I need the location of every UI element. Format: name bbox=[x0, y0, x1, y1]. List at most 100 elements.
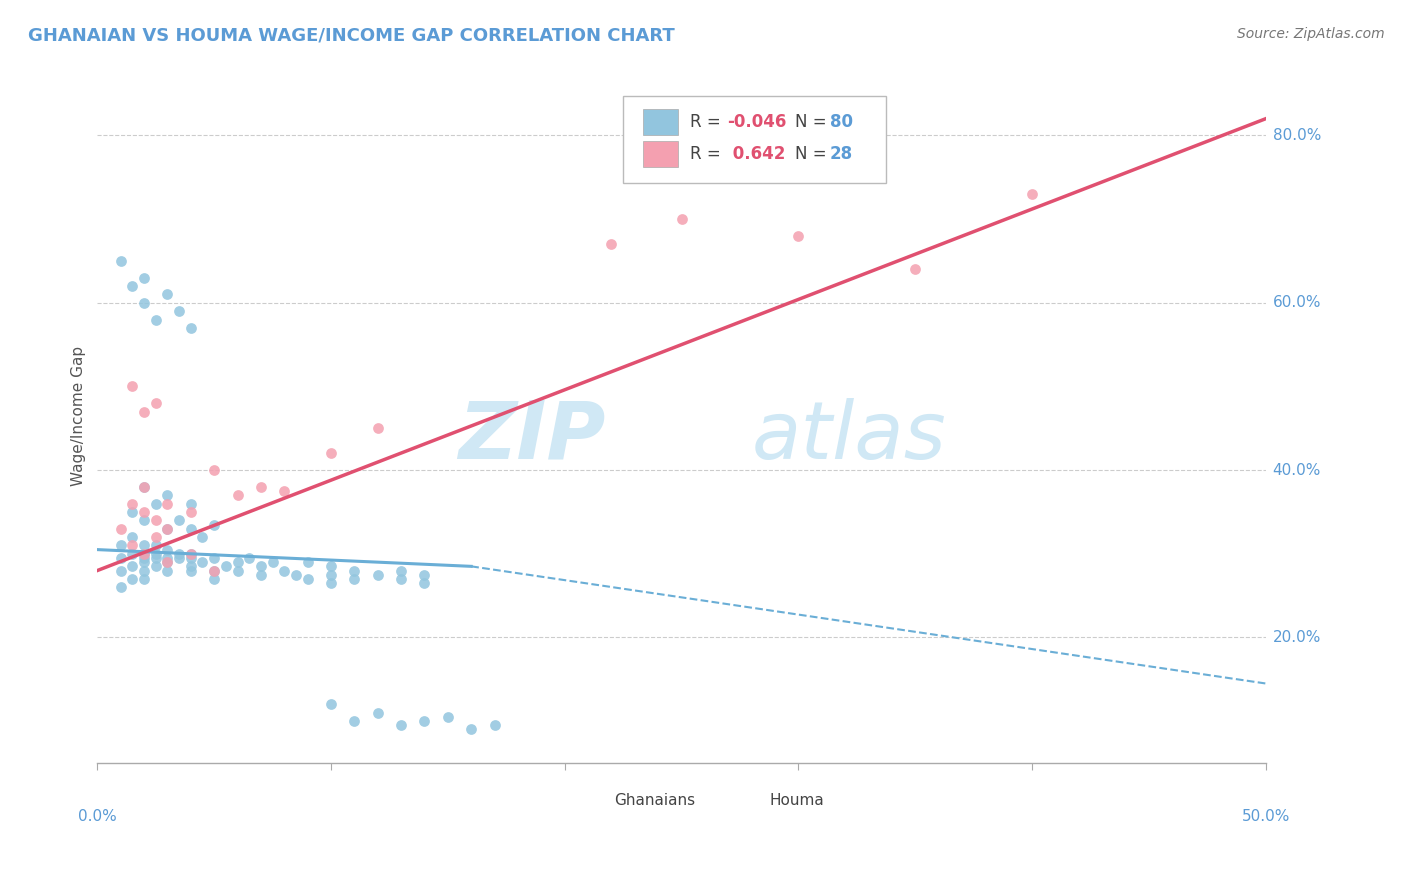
Point bbox=[132, 538, 155, 552]
Point bbox=[180, 551, 202, 566]
Point bbox=[202, 564, 225, 578]
Point bbox=[180, 547, 202, 561]
Point bbox=[413, 567, 436, 582]
Point bbox=[389, 718, 412, 732]
Point bbox=[110, 580, 132, 594]
Point bbox=[145, 396, 167, 410]
Point bbox=[145, 547, 167, 561]
Point bbox=[191, 555, 214, 569]
Text: Source: ZipAtlas.com: Source: ZipAtlas.com bbox=[1237, 27, 1385, 41]
Point bbox=[156, 555, 179, 569]
Point bbox=[389, 572, 412, 586]
Text: atlas: atlas bbox=[752, 398, 946, 475]
Text: 60.0%: 60.0% bbox=[1272, 295, 1322, 310]
Point bbox=[121, 497, 143, 511]
Point bbox=[132, 547, 155, 561]
Point bbox=[600, 237, 623, 252]
Point bbox=[132, 551, 155, 566]
Point bbox=[202, 463, 225, 477]
Point bbox=[367, 567, 389, 582]
Point bbox=[121, 572, 143, 586]
Point bbox=[285, 567, 308, 582]
Point bbox=[226, 555, 249, 569]
Point bbox=[110, 538, 132, 552]
Point bbox=[367, 706, 389, 720]
Point bbox=[132, 564, 155, 578]
Point bbox=[389, 564, 412, 578]
Text: 28: 28 bbox=[830, 145, 853, 163]
Text: 50.0%: 50.0% bbox=[1241, 809, 1289, 824]
Point bbox=[367, 421, 389, 435]
FancyBboxPatch shape bbox=[643, 109, 678, 136]
Text: 20.0%: 20.0% bbox=[1272, 630, 1322, 645]
Point bbox=[110, 551, 132, 566]
Text: 0.642: 0.642 bbox=[727, 145, 786, 163]
Point bbox=[273, 564, 295, 578]
Point bbox=[319, 567, 342, 582]
Point bbox=[262, 555, 284, 569]
Point bbox=[273, 483, 295, 498]
Point bbox=[180, 559, 202, 574]
Point bbox=[156, 497, 179, 511]
Point bbox=[132, 295, 155, 310]
Point bbox=[167, 304, 190, 318]
Point bbox=[121, 279, 143, 293]
Point bbox=[132, 480, 155, 494]
Point bbox=[343, 572, 366, 586]
Point bbox=[238, 551, 260, 566]
Point bbox=[319, 576, 342, 591]
Point bbox=[156, 488, 179, 502]
Point bbox=[460, 723, 482, 737]
Point bbox=[202, 517, 225, 532]
Point bbox=[202, 564, 225, 578]
FancyBboxPatch shape bbox=[623, 96, 886, 183]
Text: 80.0%: 80.0% bbox=[1272, 128, 1322, 143]
Point bbox=[145, 559, 167, 574]
Point bbox=[156, 551, 179, 566]
Point bbox=[145, 497, 167, 511]
Point bbox=[132, 572, 155, 586]
Point bbox=[132, 480, 155, 494]
Point bbox=[145, 530, 167, 544]
Point bbox=[904, 262, 927, 277]
Point bbox=[121, 559, 143, 574]
Point bbox=[319, 559, 342, 574]
Point bbox=[226, 488, 249, 502]
Point bbox=[297, 555, 319, 569]
Text: Houma: Houma bbox=[769, 793, 824, 808]
Point bbox=[132, 547, 155, 561]
Point bbox=[121, 530, 143, 544]
Point bbox=[110, 564, 132, 578]
Point bbox=[167, 551, 190, 566]
Point bbox=[413, 714, 436, 728]
Point bbox=[156, 564, 179, 578]
Text: 0.0%: 0.0% bbox=[77, 809, 117, 824]
Point bbox=[671, 212, 693, 227]
Point bbox=[180, 522, 202, 536]
Point bbox=[343, 564, 366, 578]
Point bbox=[145, 551, 167, 566]
Text: N =: N = bbox=[794, 145, 832, 163]
Point bbox=[319, 698, 342, 712]
Point bbox=[787, 228, 810, 243]
Text: -0.046: -0.046 bbox=[727, 113, 786, 131]
Point bbox=[226, 564, 249, 578]
Y-axis label: Wage/Income Gap: Wage/Income Gap bbox=[72, 346, 86, 486]
Point bbox=[132, 555, 155, 569]
Text: N =: N = bbox=[794, 113, 832, 131]
Point bbox=[156, 542, 179, 557]
Text: GHANAIAN VS HOUMA WAGE/INCOME GAP CORRELATION CHART: GHANAIAN VS HOUMA WAGE/INCOME GAP CORREL… bbox=[28, 27, 675, 45]
Point bbox=[180, 497, 202, 511]
Point bbox=[121, 505, 143, 519]
Point bbox=[121, 538, 143, 552]
Point bbox=[132, 404, 155, 418]
Point bbox=[180, 547, 202, 561]
Point bbox=[145, 513, 167, 527]
Point bbox=[191, 530, 214, 544]
FancyBboxPatch shape bbox=[643, 141, 678, 167]
Point bbox=[180, 505, 202, 519]
Point bbox=[297, 572, 319, 586]
Point bbox=[167, 513, 190, 527]
Point bbox=[110, 522, 132, 536]
Text: ZIP: ZIP bbox=[458, 398, 606, 475]
